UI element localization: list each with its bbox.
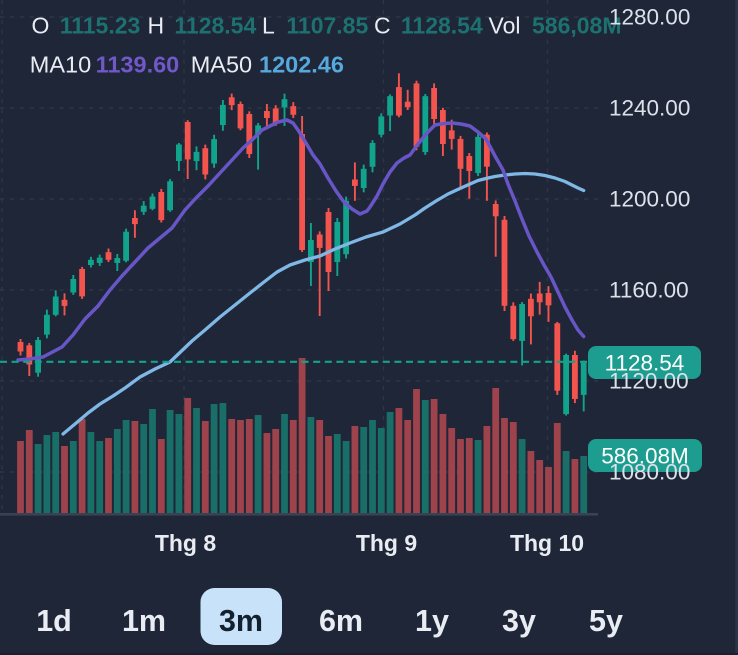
svg-text:Thg 9: Thg 9 (356, 530, 417, 556)
svg-text:1160.00: 1160.00 (609, 278, 689, 303)
svg-text:1d: 1d (36, 604, 72, 638)
svg-text:1080.00: 1080.00 (609, 460, 690, 485)
svg-text:1240.00: 1240.00 (609, 96, 690, 121)
svg-text:6m: 6m (319, 604, 363, 638)
svg-text:1200.00: 1200.00 (609, 187, 690, 212)
svg-text:1y: 1y (415, 604, 449, 638)
svg-text:Thg 8: Thg 8 (155, 530, 217, 556)
svg-text:1128.54: 1128.54 (605, 350, 685, 375)
svg-text:3y: 3y (502, 604, 536, 638)
svg-text:3m: 3m (219, 604, 263, 638)
svg-text:1280.00: 1280.00 (609, 5, 690, 30)
svg-text:586.08M: 586.08M (601, 443, 689, 468)
svg-text:Thg 10: Thg 10 (510, 530, 584, 556)
svg-text:1120.00: 1120.00 (609, 369, 689, 394)
svg-text:5y: 5y (589, 604, 623, 638)
svg-text:1m: 1m (122, 604, 166, 638)
